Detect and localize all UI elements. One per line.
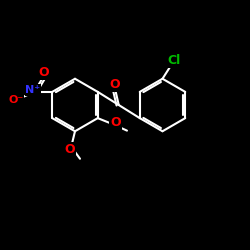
Text: O: O	[110, 78, 120, 91]
Text: O: O	[64, 143, 74, 156]
Text: O: O	[110, 116, 120, 130]
Text: O: O	[38, 66, 49, 80]
Text: Cl: Cl	[168, 54, 181, 67]
Text: N⁺: N⁺	[26, 85, 40, 95]
Text: O⁻: O⁻	[8, 95, 24, 106]
